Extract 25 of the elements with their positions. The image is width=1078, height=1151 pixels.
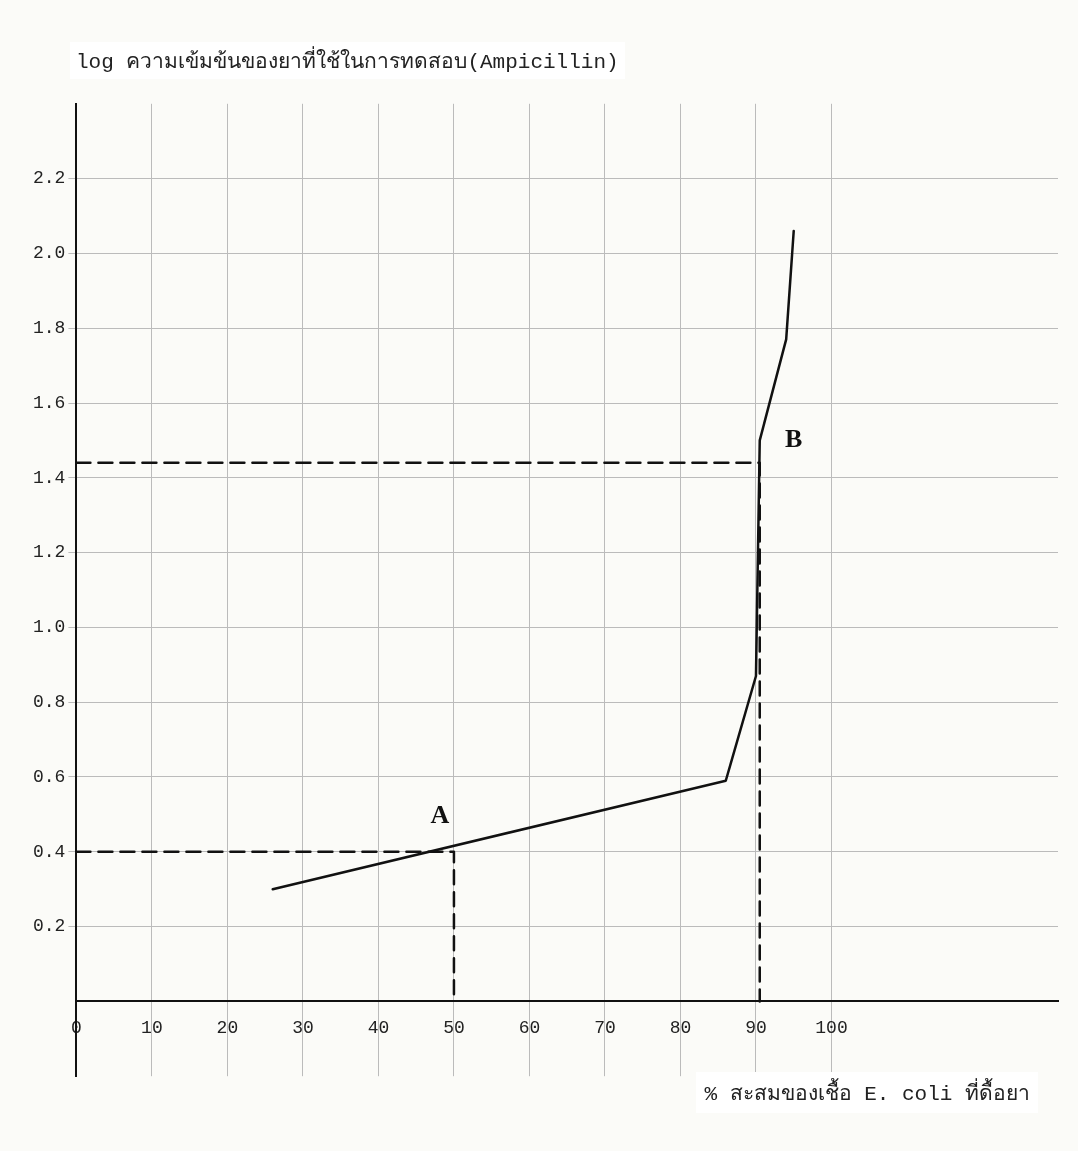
annotation: B	[785, 424, 803, 454]
x-tick-label: 30	[292, 1017, 314, 1038]
y-tick-label: 1.8	[33, 317, 66, 338]
y-tick-label: 1.2	[33, 542, 66, 563]
y-axis-title: log ความเข้มข้นของยาที่ใช้ในการทดสอบ(Ampicillin)	[70, 42, 625, 79]
x-tick-label: 20	[216, 1017, 239, 1038]
x-tick-label: 100	[815, 1017, 848, 1038]
y-tick-label: 0.2	[33, 916, 66, 937]
y-tick-label: 0.4	[33, 841, 66, 862]
y-tick-label: 2.0	[33, 243, 66, 264]
x-tick-label: 50	[443, 1017, 465, 1038]
y-tick-label: 1.0	[33, 617, 66, 638]
y-tick-label: 0.6	[33, 766, 66, 787]
x-tick-label: 10	[141, 1017, 163, 1038]
x-tick-label: 40	[367, 1017, 390, 1038]
annotation: A	[430, 799, 450, 829]
x-tick-label: 60	[518, 1017, 541, 1038]
x-tick-label: 80	[669, 1017, 692, 1038]
y-tick-label: 2.2	[33, 168, 66, 189]
x-axis-title: % สะสมของเชื้อ E. coli ที่ดื้อยา	[696, 1072, 1038, 1113]
x-tick-label: 90	[745, 1017, 767, 1038]
x-tick-label: 70	[594, 1017, 616, 1038]
y-tick-label: 1.4	[33, 467, 66, 488]
y-tick-label: 1.6	[33, 392, 66, 413]
y-tick-label: 0.8	[33, 691, 66, 712]
